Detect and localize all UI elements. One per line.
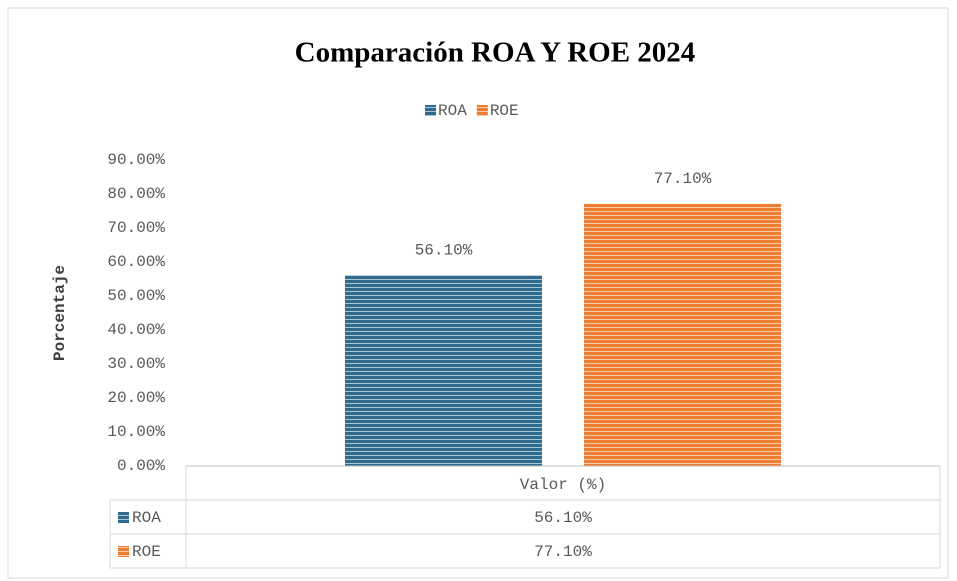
y-tick-label: 50.00%	[107, 287, 165, 305]
legend-label: ROA	[438, 102, 467, 120]
data-label: 56.10%	[415, 241, 473, 259]
y-tick-label: 0.00%	[117, 457, 165, 475]
table-value: 56.10%	[534, 509, 592, 527]
data-label: 77.10%	[654, 170, 712, 188]
y-tick-label: 10.00%	[107, 423, 165, 441]
table-legend-swatch	[118, 546, 129, 557]
table-series-name: ROA	[132, 509, 161, 527]
bar	[584, 203, 781, 467]
y-tick-label: 60.00%	[107, 253, 165, 271]
table-legend-swatch	[118, 512, 129, 523]
y-tick-label: 40.00%	[107, 321, 165, 339]
y-tick-label: 70.00%	[107, 219, 165, 237]
x-tick-label: Valor (%)	[520, 476, 606, 494]
legend-swatch	[425, 105, 436, 116]
bar	[345, 275, 542, 466]
y-axis-label: Porcentaje	[51, 265, 69, 361]
legend-label: ROE	[490, 102, 519, 120]
table-value: 77.10%	[534, 543, 592, 561]
legend-swatch	[476, 105, 488, 116]
y-tick-label: 80.00%	[107, 185, 165, 203]
table-series-name: ROE	[132, 543, 161, 561]
chart-title: Comparación ROA Y ROE 2024	[295, 37, 696, 69]
y-tick-label: 20.00%	[107, 389, 165, 407]
y-tick-label: 30.00%	[107, 355, 165, 373]
y-tick-label: 90.00%	[107, 151, 165, 169]
